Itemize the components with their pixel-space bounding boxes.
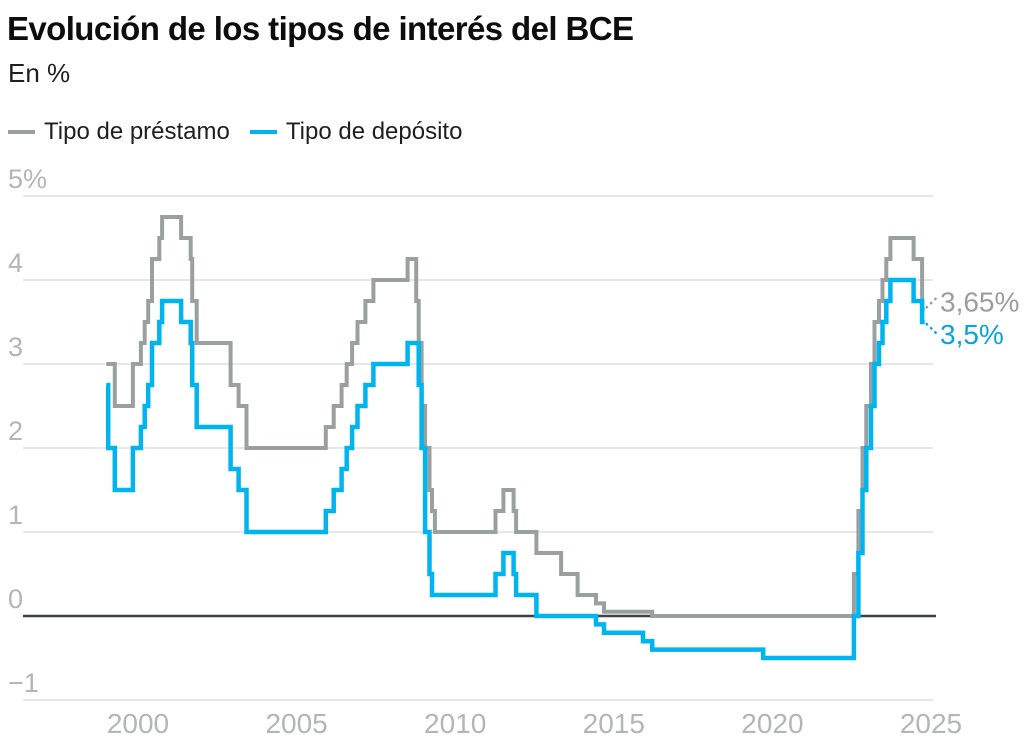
chart-title: Evolución de los tipos de interés del BC… bbox=[7, 10, 634, 47]
x-axis-tick-label: 2015 bbox=[583, 708, 645, 739]
legend: Tipo de préstamo Tipo de depósito bbox=[8, 118, 462, 146]
end-label-leader-dots bbox=[925, 297, 938, 309]
y-axis-tick-label: 3 bbox=[8, 332, 23, 362]
y-axis-tick-label: 5% bbox=[8, 164, 47, 194]
legend-item-prestamo: Tipo de préstamo bbox=[8, 118, 230, 146]
legend-swatch-icon bbox=[249, 130, 277, 134]
series-end-value-label: 3,65% bbox=[940, 286, 1019, 317]
end-label-leader-dots bbox=[925, 322, 938, 335]
series-end-value-label: 3,5% bbox=[940, 319, 1004, 350]
y-axis-tick-label: 2 bbox=[8, 416, 23, 446]
series-line-deposito bbox=[105, 277, 925, 661]
series-line-prestamo bbox=[106, 215, 925, 618]
x-axis-tick-label: 2025 bbox=[900, 708, 962, 739]
legend-item-deposito: Tipo de depósito bbox=[249, 118, 463, 146]
x-axis-tick-label: 2020 bbox=[741, 708, 803, 739]
legend-label: Tipo de préstamo bbox=[44, 118, 230, 145]
y-axis-tick-label: 0 bbox=[8, 584, 23, 614]
chart-subtitle: En % bbox=[8, 58, 71, 88]
legend-swatch-icon bbox=[8, 130, 35, 134]
y-axis-tick-label: 1 bbox=[8, 500, 23, 530]
x-axis-tick-label: 2000 bbox=[107, 708, 169, 739]
y-axis-tick-label: 4 bbox=[8, 248, 23, 278]
rates-step-chart: 5% 4 3 2 1 0 −1 2000 2005 2010 2015 2020 2025 3,65%3,… bbox=[8, 164, 1019, 739]
x-axis-tick-label: 2005 bbox=[265, 708, 327, 739]
legend-label: Tipo de depósito bbox=[285, 118, 463, 145]
x-axis-tick-label: 2010 bbox=[424, 708, 486, 739]
y-axis-tick-label: −1 bbox=[8, 668, 39, 698]
